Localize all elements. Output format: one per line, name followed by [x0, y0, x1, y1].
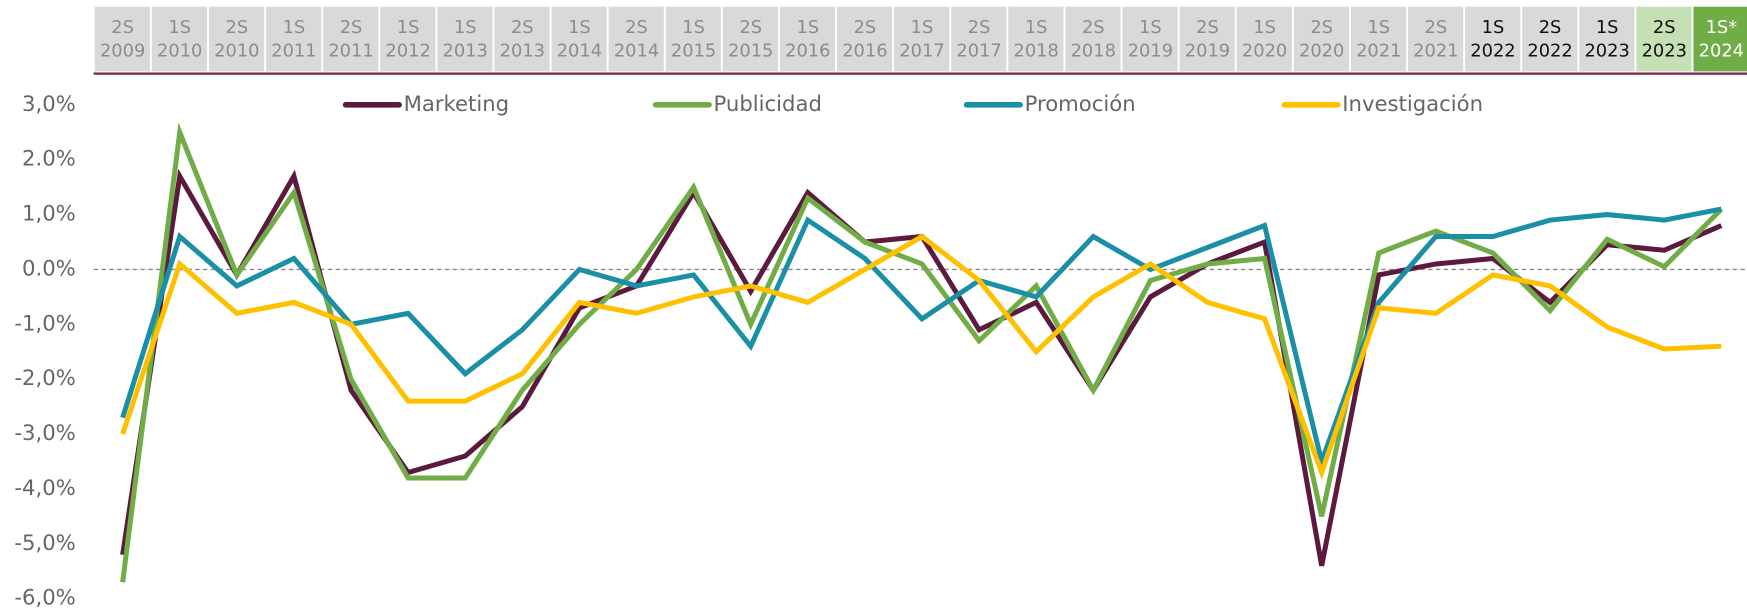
series-line [120, 206, 1722, 471]
category-box [1008, 6, 1064, 72]
x-tick-label: 2S 2016 [842, 17, 887, 61]
x-tick-label: 2S 2015 [728, 17, 773, 61]
x-tick-label: 1S* 2024 [1699, 17, 1744, 61]
x-tick-label: 1S 2012 [385, 17, 430, 61]
y-tick-label: 1,0% [22, 201, 76, 226]
x-tick-label: 1S 2019 [1128, 17, 1173, 61]
x-tick-label: 1S 2013 [443, 17, 488, 61]
legend-label: Marketing [404, 91, 510, 116]
category-box [1408, 6, 1464, 72]
category-box [1179, 6, 1235, 72]
y-tick-label: 0.0% [22, 255, 76, 280]
category-box [1122, 6, 1178, 72]
category-box [837, 6, 893, 72]
series-line [120, 122, 1724, 583]
y-tick-label: -1,0% [14, 310, 75, 335]
category-box [894, 6, 950, 72]
legend-label: Promoción [1025, 91, 1136, 116]
category-box [1350, 6, 1407, 72]
category-box [551, 6, 607, 72]
x-tick-label: 1S 2011 [271, 17, 316, 61]
x-tick-label: 1S 2023 [1584, 17, 1629, 61]
x-tick-label: 1S 2018 [1014, 17, 1059, 61]
x-tick-label: 2S 2009 [100, 17, 145, 61]
y-tick-label: -3,0% [14, 420, 75, 445]
category-box [608, 6, 664, 72]
category-box [779, 6, 836, 72]
category-box [1522, 6, 1578, 72]
x-tick-label: 2S 2017 [956, 17, 1001, 61]
x-tick-label: 1S 2016 [785, 17, 830, 61]
x-tick-label: 2S 2013 [500, 17, 545, 61]
x-tick-label: 2S 2020 [1299, 17, 1344, 61]
x-tick-label: 1S 2020 [1242, 17, 1287, 61]
x-tick-label: 1S 2021 [1356, 17, 1401, 61]
x-tick-label: 2S 2019 [1185, 17, 1230, 61]
series-line [120, 233, 1722, 480]
x-tick-label: 1S 2010 [157, 17, 202, 61]
category-box [151, 6, 208, 72]
x-tick-label: 2S 2018 [1071, 17, 1116, 61]
category-box [380, 6, 436, 72]
category-box [1065, 6, 1121, 72]
category-box [1693, 6, 1747, 72]
x-tick-label: 1S 2014 [557, 17, 602, 61]
x-tick-label: 2S 2022 [1527, 17, 1572, 61]
x-tick-label: 2S 2010 [214, 17, 259, 61]
category-box [208, 6, 265, 72]
x-tick-label: 2S 2014 [614, 17, 659, 61]
y-tick-label: 3,0% [22, 91, 76, 116]
y-tick-label: -5,0% [14, 530, 75, 555]
category-box [1579, 6, 1635, 72]
x-tick-label: 1S 2015 [671, 17, 716, 61]
y-tick-label: -4,0% [14, 475, 75, 500]
x-tick-label: 2S 2021 [1413, 17, 1458, 61]
y-tick-label: 2.0% [22, 146, 76, 171]
category-box [266, 6, 322, 72]
category-box [323, 6, 379, 72]
category-box [665, 6, 721, 72]
x-tick-label: 2S 2011 [328, 17, 373, 61]
category-box [722, 6, 779, 72]
category-box [1293, 6, 1349, 72]
category-box [951, 6, 1007, 72]
x-tick-label: 1S 2017 [899, 17, 944, 61]
category-box [94, 6, 150, 72]
x-tick-label: 2S 2023 [1642, 17, 1687, 61]
category-box [437, 6, 493, 72]
category-box [1465, 6, 1521, 72]
legend-label: Investigación [1342, 91, 1483, 116]
category-box [1236, 6, 1292, 72]
category-box [494, 6, 550, 72]
y-tick-label: -6,0% [14, 585, 75, 610]
x-tick-label: 1S 2022 [1470, 17, 1515, 61]
category-box [1636, 6, 1692, 72]
y-tick-label: -2,0% [14, 365, 75, 390]
legend-label: Publicidad [714, 91, 822, 116]
